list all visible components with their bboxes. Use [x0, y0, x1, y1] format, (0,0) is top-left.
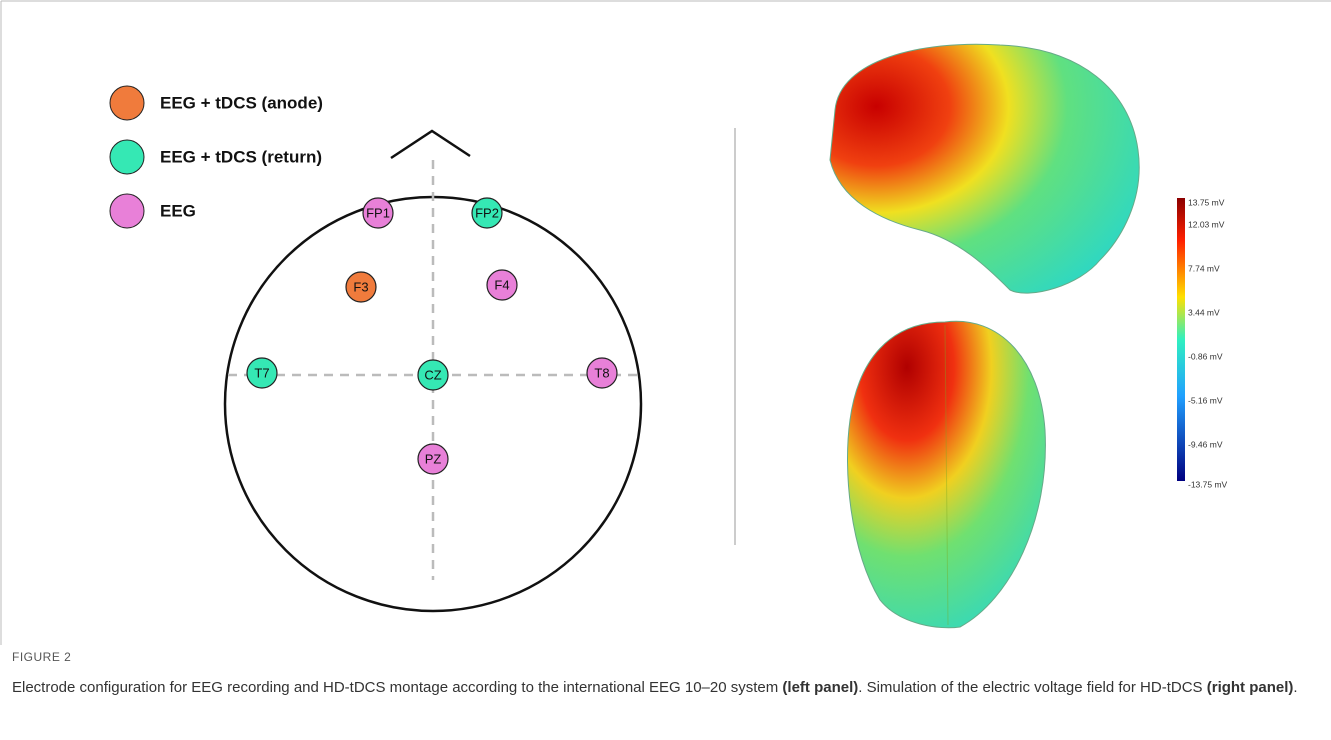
electrode-label: T8: [594, 365, 609, 380]
colorbar: [1177, 198, 1185, 481]
caption-label: FIGURE 2: [12, 650, 71, 664]
page: EEG + tDCS (anode) EEG + tDCS (return) E…: [0, 0, 1331, 740]
electrode: FP2: [472, 198, 502, 228]
electrode-label: FP1: [366, 205, 390, 220]
electrode: PZ: [418, 444, 448, 474]
caption: Electrode configuration for EEG recordin…: [12, 677, 1302, 699]
electrode-label: T7: [254, 365, 269, 380]
colorbar-tick: -9.46 mV: [1188, 439, 1223, 449]
colorbar-label: 12.03 mV: [1188, 219, 1225, 229]
electrode-label: FP2: [475, 205, 499, 220]
electrode: CZ: [418, 360, 448, 390]
colorbar-label: -0.86 mV: [1188, 351, 1223, 361]
colorbar-label: 7.74 mV: [1188, 263, 1220, 273]
colorbar-tick: -13.75 mV: [1188, 479, 1228, 489]
legend: EEG + tDCS (anode) EEG + tDCS (return) E…: [110, 86, 323, 228]
electrode-label: PZ: [425, 451, 442, 466]
electrode-label: CZ: [424, 367, 441, 382]
caption-part: . Simulation of the electric voltage fie…: [858, 679, 1206, 696]
colorbar-label: -13.75 mV: [1188, 479, 1228, 489]
colorbar-tick: 3.44 mV: [1188, 307, 1220, 317]
brain-lateral: [830, 44, 1139, 293]
electrode-label: F3: [353, 279, 368, 294]
caption-part: .: [1293, 679, 1297, 696]
electrode: T7: [247, 358, 277, 388]
caption-part: Electrode configuration for EEG recordin…: [12, 679, 782, 696]
colorbar-tick: -5.16 mV: [1188, 395, 1223, 405]
electrode: F3: [346, 272, 376, 302]
colorbar-tick: 7.74 mV: [1188, 263, 1220, 273]
colorbar-label: -5.16 mV: [1188, 395, 1223, 405]
legend-label: EEG + tDCS (anode): [160, 93, 323, 112]
figure: EEG + tDCS (anode) EEG + tDCS (return) E…: [0, 0, 1331, 645]
colorbar-tick: 13.75 mV: [1188, 197, 1225, 207]
legend-label: EEG: [160, 201, 196, 220]
colorbar-labels: 13.75 mV 12.03 mV 7.74 mV 3.44 mV -0.86 mV -…: [1188, 197, 1228, 489]
electrode: FP1: [363, 198, 393, 228]
legend-swatch: [110, 86, 144, 120]
caption-part: (left panel): [782, 679, 858, 696]
colorbar-tick: 12.03 mV: [1188, 219, 1225, 229]
colorbar-label: -9.46 mV: [1188, 439, 1223, 449]
legend-label: EEG + tDCS (return): [160, 147, 322, 166]
caption-part: (right panel): [1207, 679, 1294, 696]
electrode-label: F4: [494, 277, 509, 292]
electrode: F4: [487, 270, 517, 300]
nose: [391, 131, 470, 158]
legend-swatch: [110, 140, 144, 174]
electrode: T8: [587, 358, 617, 388]
colorbar-tick: -0.86 mV: [1188, 351, 1223, 361]
colorbar-label: 3.44 mV: [1188, 307, 1220, 317]
colorbar-label: 13.75 mV: [1188, 197, 1225, 207]
legend-swatch: [110, 194, 144, 228]
